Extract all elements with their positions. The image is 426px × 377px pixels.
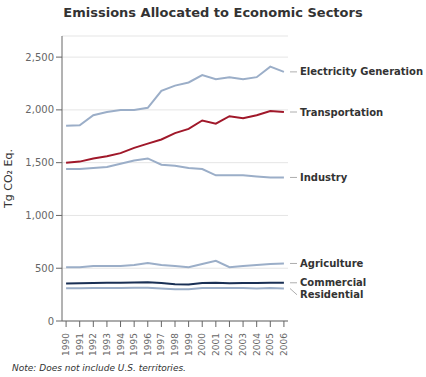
svg-text:1996: 1996 [143,333,153,356]
svg-text:1991: 1991 [75,333,85,356]
svg-text:2000: 2000 [197,333,207,356]
svg-text:0: 0 [48,316,54,327]
svg-text:Residential: Residential [300,289,363,300]
svg-text:1,000: 1,000 [25,210,54,221]
svg-text:1997: 1997 [156,333,166,356]
svg-text:1998: 1998 [170,333,180,356]
svg-text:1990: 1990 [61,333,71,356]
svg-text:2004: 2004 [252,333,262,356]
svg-text:Tg CO₂ Eq.: Tg CO₂ Eq. [8,149,15,209]
svg-text:1994: 1994 [116,333,126,356]
svg-text:1992: 1992 [88,333,98,356]
svg-text:Industry: Industry [300,172,348,183]
svg-text:1,500: 1,500 [25,157,54,168]
svg-text:Electricity Generation: Electricity Generation [300,66,418,77]
svg-text:500: 500 [35,263,54,274]
svg-text:2,000: 2,000 [25,104,54,115]
svg-text:2003: 2003 [238,333,248,356]
svg-text:2005: 2005 [265,333,275,356]
svg-text:2006: 2006 [279,333,289,356]
svg-text:Agriculture: Agriculture [300,258,364,269]
svg-text:Transportation: Transportation [300,107,383,118]
svg-text:1995: 1995 [129,333,139,356]
html-text:Emissions Allocated to Economi: Emissions Allocated to Economic Sectors [63,5,363,20]
svg-text:2,500: 2,500 [25,52,54,63]
svg-text:2002: 2002 [224,333,234,356]
html-text:Note: Does not include U.S. te: Note: Does not include U.S. territories. [12,363,186,373]
svg-text:1993: 1993 [102,333,112,356]
svg-text:1999: 1999 [184,333,194,356]
svg-text:Commercial: Commercial [300,277,366,288]
svg-text:2001: 2001 [211,333,221,356]
